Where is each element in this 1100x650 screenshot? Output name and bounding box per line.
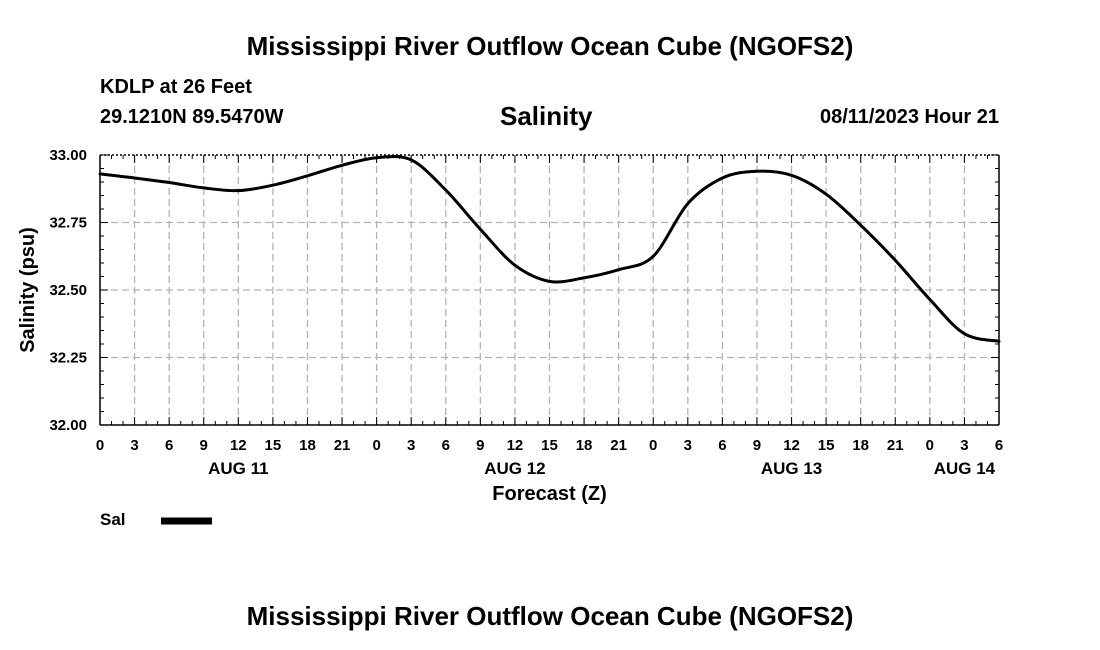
x-tick-label: 12 [230,437,247,454]
axis-layer [99,154,1000,426]
chart-title: Salinity [500,101,593,131]
page-title: Mississippi River Outflow Ocean Cube (NG… [246,31,854,61]
x-tick-label: 6 [718,437,726,454]
x-tick-label: 6 [442,437,450,454]
x-tick-label: 3 [960,437,968,454]
x-tick-label: 6 [995,437,1003,454]
x-tick-label: 21 [610,437,627,454]
date-label: AUG 12 [484,459,545,478]
label-layer: 0 3 6 9 12 15 18 21 0 3 6 9 12 15 18 21 0 3 6 9 12 15 18 21 0 3 6 3… [17,147,1003,505]
station-label: KDLP at 26 Feet [100,76,252,98]
y-tick-label: 33.00 [49,147,87,164]
date-label: AUG 11 [208,459,268,478]
x-tick-label: 12 [507,437,524,454]
x-tick-label: 0 [926,437,934,454]
x-axis-title: Forecast (Z) [492,483,606,505]
x-tick-label: 15 [541,437,558,454]
x-tick-label: 9 [200,437,208,454]
x-tick-label: 0 [96,437,104,454]
footer-title: Mississippi River Outflow Ocean Cube (NG… [246,601,854,631]
forecast-timestamp: 08/11/2023 Hour 21 [819,106,999,128]
x-tick-label: 21 [334,437,351,454]
y-tick-label: 32.25 [49,350,87,367]
x-tick-label: 12 [783,437,800,454]
y-axis-title: Salinity (psu) [17,227,39,353]
y-tick-label: 32.75 [49,215,87,232]
x-tick-label: 21 [887,437,904,454]
y-tick-label: 32.00 [49,417,87,434]
x-tick-label: 18 [299,437,316,454]
y-tick-label: 32.50 [49,282,87,299]
x-tick-label: 0 [649,437,657,454]
date-label: AUG 14 [934,459,996,478]
grid-layer [100,155,999,425]
x-tick-label: 9 [753,437,761,454]
station-coordinates: 29.1210N 89.5470W [100,106,284,128]
x-tick-label: 15 [818,437,835,454]
legend-label-sal: Sal [100,510,126,529]
x-tick-label: 18 [576,437,593,454]
x-tick-label: 9 [476,437,484,454]
x-tick-label: 0 [372,437,380,454]
x-tick-label: 18 [852,437,869,454]
x-tick-label: 6 [165,437,173,454]
x-tick-label: 3 [130,437,138,454]
x-tick-label: 15 [265,437,282,454]
x-tick-label: 3 [684,437,692,454]
series-line-sal [98,154,1001,343]
x-tick-label: 3 [407,437,415,454]
legend-layer: Sal [100,510,212,529]
date-label: AUG 13 [761,459,822,478]
series-layer [98,154,1001,343]
